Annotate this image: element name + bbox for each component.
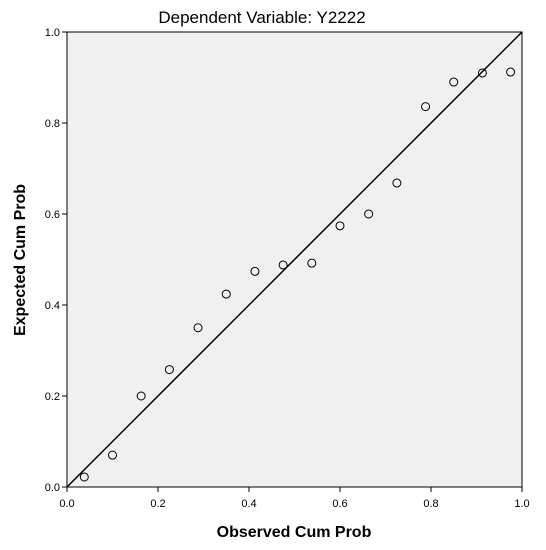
y-axis-label: Expected Cum Prob — [12, 184, 29, 336]
data-point — [278, 260, 288, 270]
data-point — [108, 450, 117, 460]
data-point — [136, 391, 146, 401]
y-axis-ticks: 0.0 0.2 0.4 0.6 0.8 1.0 — [45, 27, 67, 494]
data-point — [164, 365, 174, 375]
data-point — [449, 77, 459, 87]
y-tick-label: 1.0 — [45, 27, 60, 39]
y-tick-label: 0.4 — [45, 300, 60, 312]
y-tick-label: 0.0 — [45, 482, 60, 494]
data-point — [364, 209, 374, 219]
data-point — [79, 472, 89, 482]
x-tick-label: 0.4 — [241, 498, 256, 510]
data-point — [193, 323, 203, 333]
plot-border — [66, 31, 523, 488]
y-tick-label: 0.6 — [45, 209, 60, 221]
data-point — [250, 266, 260, 276]
data-point — [307, 258, 317, 268]
chart-title: Dependent Variable: Y2222 — [158, 8, 365, 27]
data-points — [79, 67, 516, 482]
x-tick-label: 0.6 — [332, 498, 347, 510]
data-point — [506, 67, 516, 77]
x-axis-ticks: 0.0 0.2 0.4 0.6 0.8 1.0 — [59, 487, 530, 510]
x-tick-label: 0.2 — [150, 498, 165, 510]
y-tick-label: 0.2 — [45, 391, 60, 403]
data-point — [335, 221, 345, 231]
data-point — [392, 178, 402, 188]
data-point — [477, 68, 487, 78]
y-tick-label: 0.8 — [45, 118, 60, 130]
x-tick-label: 0.0 — [59, 498, 74, 510]
data-point — [221, 289, 231, 299]
x-tick-label: 1.0 — [514, 498, 529, 510]
x-axis-label: Observed Cum Prob — [217, 524, 372, 541]
x-tick-label: 0.8 — [423, 498, 438, 510]
data-point — [421, 102, 431, 112]
reference-diagonal-line — [66, 31, 523, 488]
